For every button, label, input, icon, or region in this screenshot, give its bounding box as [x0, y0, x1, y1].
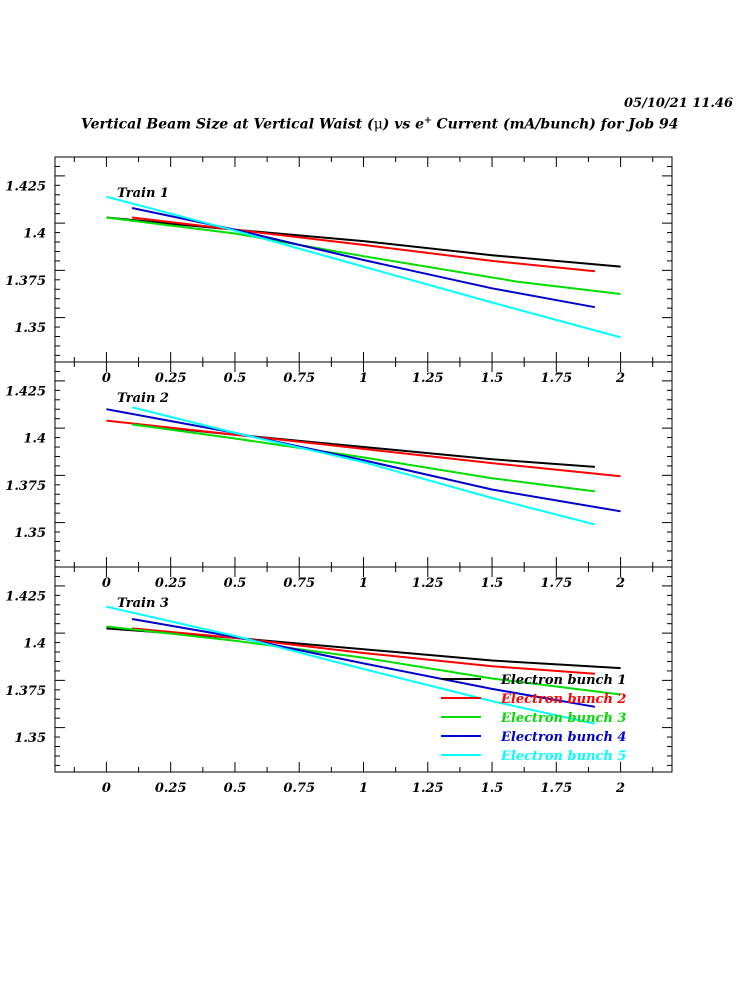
legend-label: Electron bunch 2 — [500, 692, 626, 707]
chart-title: Vertical Beam Size at Vertical Waist (μ)… — [81, 116, 679, 133]
x-tick-label: 0.75 — [283, 781, 315, 796]
y-tick-label: 1.375 — [5, 274, 46, 289]
title-mu-symbol: μ — [373, 116, 383, 133]
y-tick-label: 1.425 — [5, 179, 46, 194]
x-tick-label: 0 — [102, 576, 111, 591]
x-tick-label: 0.75 — [283, 576, 315, 591]
x-tick-label: 0.5 — [224, 371, 247, 386]
date-stamp: 05/10/21 11.46 — [624, 96, 734, 111]
title-superscript: + — [424, 116, 432, 126]
x-tick-label: 2 — [615, 576, 625, 591]
series-line-bunch-3 — [106, 216, 621, 295]
x-tick-label: 1.25 — [412, 781, 444, 796]
y-tick-label: 1.35 — [14, 731, 46, 746]
y-tick-label: 1.425 — [5, 589, 46, 604]
panel-1: 0 0.25 0.5 0.75 1 1.25 1.5 1.75 2 1.425 1.4 1.375 1.… — [5, 156, 673, 386]
title-part-3: Current (mA/bunch) for Job 94 — [431, 116, 679, 133]
y-tick-label: 1.35 — [14, 321, 46, 336]
x-tick-label: 1.75 — [540, 576, 572, 591]
y-tick-label: 1.35 — [14, 526, 46, 541]
x-tick-label: 1.75 — [540, 371, 572, 386]
x-tick-label: 0.75 — [283, 371, 315, 386]
series-line-bunch-3 — [131, 423, 596, 493]
panel-title: Train 2 — [117, 391, 169, 406]
series-line-bunch-5 — [131, 406, 596, 526]
x-tick-label: 1.5 — [481, 371, 504, 386]
series-line-bunch-4 — [106, 408, 621, 513]
title-part-2: ) vs e — [382, 116, 425, 133]
panel-3: 0 0.25 0.5 0.75 1 1.25 1.5 1.75 2 1.425 1.4 1.375 1.… — [5, 566, 673, 796]
x-tick-label: 1.75 — [540, 781, 572, 796]
legend-label: Electron bunch 1 — [500, 673, 626, 688]
panel-2: 0 0.25 0.5 0.75 1 1.25 1.5 1.75 2 1.425 1.4 1.375 1.… — [5, 361, 673, 591]
x-tick-label: 1 — [359, 781, 368, 796]
panel-title: Train 1 — [117, 186, 169, 201]
legend-label: Electron bunch 3 — [500, 711, 626, 726]
title-part-1: Vertical Beam Size at Vertical Waist ( — [81, 116, 374, 133]
x-tick-label: 1 — [359, 576, 368, 591]
series-line-bunch-3 — [106, 625, 621, 696]
y-tick-label: 1.4 — [23, 432, 46, 447]
x-tick-label: 1.5 — [481, 781, 504, 796]
series-line-bunch-1 — [106, 216, 621, 268]
x-tick-label: 0.5 — [224, 781, 247, 796]
legend-label: Electron bunch 4 — [500, 730, 626, 745]
x-tick-label: 0.25 — [155, 576, 187, 591]
y-tick-label: 1.4 — [23, 637, 46, 652]
x-tick-label: 2 — [615, 371, 625, 386]
legend-label: Electron bunch 5 — [500, 749, 626, 764]
x-tick-label: 0 — [102, 781, 111, 796]
x-tick-label: 0.5 — [224, 576, 247, 591]
y-tick-label: 1.375 — [5, 479, 46, 494]
x-tick-label: 0.25 — [155, 371, 187, 386]
x-tick-label: 1 — [359, 371, 368, 386]
series-line-bunch-2 — [132, 627, 595, 675]
panel-title: Train 3 — [117, 596, 169, 611]
legend: Electron bunch 1 Electron bunch 2 Electron… — [441, 673, 626, 764]
series-line-bunch-4 — [131, 618, 596, 708]
x-tick-label: 1.25 — [412, 576, 444, 591]
x-tick-label: 0 — [102, 371, 111, 386]
x-tick-label: 1.5 — [481, 576, 504, 591]
series-line-bunch-2 — [106, 419, 621, 478]
series-line-bunch-5 — [106, 605, 596, 725]
series-line-bunch-2 — [131, 216, 596, 273]
y-tick-label: 1.375 — [5, 684, 46, 699]
series-line-bunch-5 — [106, 195, 621, 339]
x-tick-label: 0.25 — [155, 781, 187, 796]
x-tick-label: 2 — [615, 781, 625, 796]
y-tick-label: 1.425 — [5, 384, 46, 399]
y-tick-label: 1.4 — [23, 227, 46, 242]
x-tick-label: 1.25 — [412, 371, 444, 386]
